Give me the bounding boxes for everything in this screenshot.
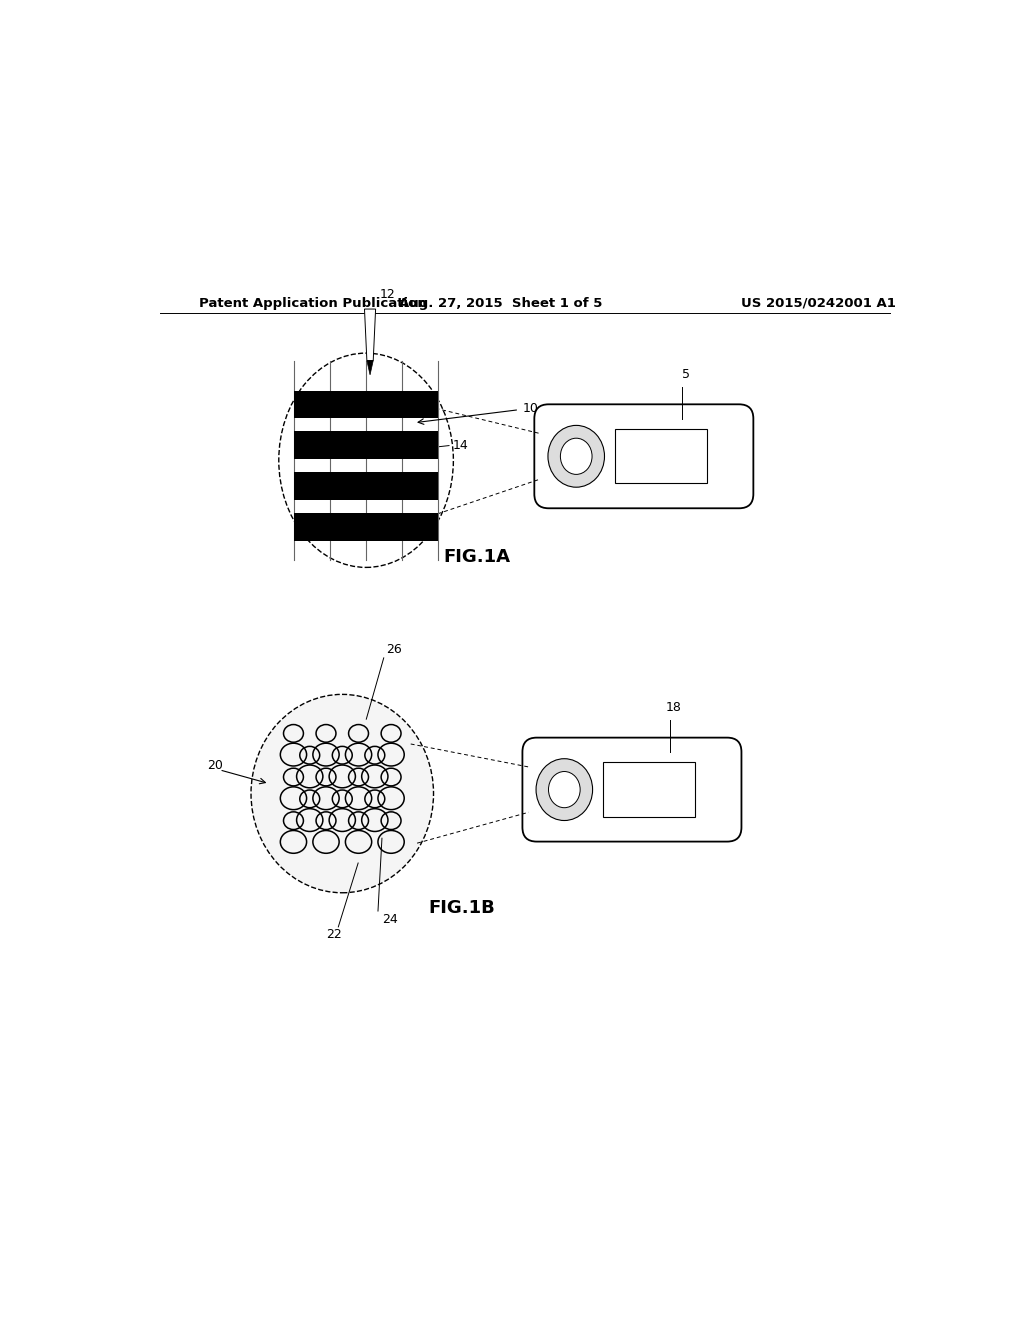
Ellipse shape (251, 694, 433, 892)
Text: 22: 22 (327, 928, 342, 941)
Text: Patent Application Publication: Patent Application Publication (200, 297, 427, 310)
Polygon shape (365, 309, 376, 360)
FancyBboxPatch shape (535, 404, 754, 508)
Ellipse shape (279, 354, 454, 568)
Text: 5: 5 (682, 367, 690, 380)
Bar (295, 473, 437, 500)
Text: FIG.1A: FIG.1A (443, 548, 511, 566)
Text: 14: 14 (453, 440, 469, 451)
Bar (295, 432, 437, 459)
Bar (295, 391, 437, 418)
Ellipse shape (560, 438, 592, 474)
Bar (615, 429, 707, 483)
Text: 24: 24 (382, 912, 397, 925)
Bar (603, 763, 695, 817)
Text: US 2015/0242001 A1: US 2015/0242001 A1 (741, 297, 896, 310)
Ellipse shape (549, 771, 581, 808)
Text: 10: 10 (522, 401, 539, 414)
Text: Aug. 27, 2015  Sheet 1 of 5: Aug. 27, 2015 Sheet 1 of 5 (399, 297, 603, 310)
Ellipse shape (548, 425, 604, 487)
Text: FIG.1B: FIG.1B (428, 899, 495, 917)
Polygon shape (367, 360, 373, 375)
Text: 20: 20 (207, 759, 223, 772)
FancyBboxPatch shape (522, 738, 741, 842)
Bar (295, 512, 437, 541)
Text: 12: 12 (380, 288, 395, 301)
Text: 26: 26 (386, 643, 401, 656)
Text: 18: 18 (666, 701, 682, 714)
Ellipse shape (536, 759, 593, 821)
